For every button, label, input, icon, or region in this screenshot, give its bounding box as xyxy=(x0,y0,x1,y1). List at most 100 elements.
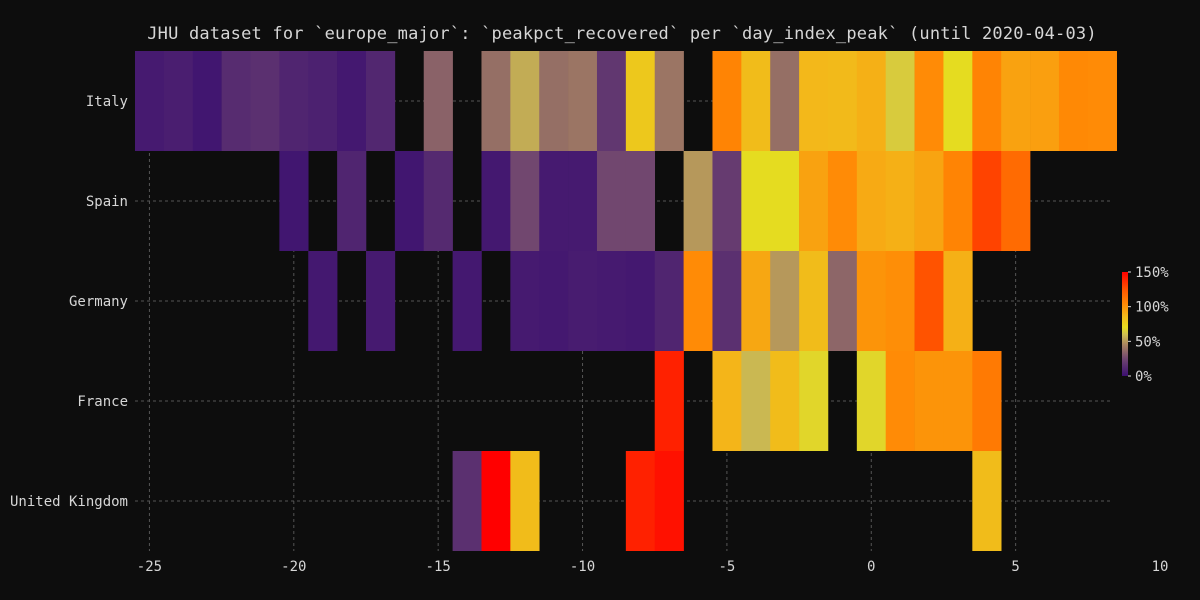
colorbar: 0% 50% 100% 150% xyxy=(1122,265,1169,385)
x-axis-labels: -25 -20 -15 -10 -5 0 5 10 xyxy=(137,559,1169,575)
heatmap-cell xyxy=(712,251,742,351)
colorbar-tick-label: 50% xyxy=(1135,334,1161,350)
x-tick-label: -25 xyxy=(137,559,162,575)
heatmap-cell xyxy=(654,451,684,551)
heatmap-cell xyxy=(481,151,511,251)
heatmap-cell xyxy=(596,151,627,251)
y-tick-label: United Kingdom xyxy=(10,494,128,510)
heatmap-cell xyxy=(625,151,656,251)
heatmap-cells xyxy=(135,51,1117,551)
x-tick-label: -5 xyxy=(718,559,735,575)
heatmap-cell xyxy=(221,51,251,151)
heatmap-cell xyxy=(914,251,944,351)
heatmap-cell xyxy=(972,151,1002,251)
heatmap-cell xyxy=(192,51,222,151)
chart-title: JHU dataset for `europe_major`: `peakpct… xyxy=(147,24,1097,44)
heatmap-cell xyxy=(827,251,858,351)
heatmap-cell xyxy=(510,451,540,551)
heatmap-cell xyxy=(885,151,915,251)
y-tick-label: Italy xyxy=(86,94,128,110)
x-tick-label: -10 xyxy=(570,559,595,575)
heatmap-cell xyxy=(770,151,800,251)
heatmap-cell xyxy=(452,451,482,551)
heatmap-cell xyxy=(770,351,800,451)
heatmap-cell xyxy=(972,351,1002,451)
heatmap-cell xyxy=(337,151,367,251)
heatmap-cell xyxy=(943,351,973,451)
heatmap-cell xyxy=(799,251,829,351)
heatmap-cell xyxy=(856,251,887,351)
heatmap-cell xyxy=(885,351,915,451)
heatmap-cell xyxy=(510,151,540,251)
x-tick-label: -15 xyxy=(426,559,451,575)
heatmap-cell xyxy=(625,451,656,551)
heatmap-cell xyxy=(279,151,309,251)
heatmap-cell xyxy=(1001,51,1031,151)
colorbar-tick-label: 0% xyxy=(1135,369,1152,385)
heatmap-cell xyxy=(452,251,482,351)
heatmap-cell xyxy=(712,351,742,451)
heatmap-cell xyxy=(1001,151,1031,251)
heatmap-cell xyxy=(741,51,771,151)
colorbar-tick-label: 100% xyxy=(1135,300,1169,316)
heatmap-cell xyxy=(250,51,280,151)
heatmap-cell xyxy=(1030,51,1060,151)
heatmap-cell xyxy=(712,51,742,151)
heatmap-cell xyxy=(885,51,915,151)
heatmap-cell xyxy=(423,151,453,251)
heatmap-cell xyxy=(568,51,598,151)
heatmap-cell xyxy=(163,51,194,151)
heatmap-cell xyxy=(885,251,915,351)
heatmap-cell xyxy=(568,151,598,251)
heatmap-cell xyxy=(539,151,569,251)
heatmap-cell xyxy=(423,51,453,151)
heatmap-cell xyxy=(856,51,887,151)
heatmap-cell xyxy=(365,251,396,351)
heatmap-cell xyxy=(741,151,771,251)
x-tick-label: 5 xyxy=(1011,559,1019,575)
heatmap-cell xyxy=(539,251,569,351)
colorbar-tick-label: 150% xyxy=(1135,265,1169,281)
heatmap-cell xyxy=(1058,51,1089,151)
heatmap-cell xyxy=(799,51,829,151)
heatmap-cell xyxy=(914,51,944,151)
heatmap-cell xyxy=(827,151,858,251)
heatmap-cell xyxy=(943,251,973,351)
heatmap-cell xyxy=(510,251,540,351)
heatmap-cell xyxy=(481,51,511,151)
heatmap-cell xyxy=(539,51,569,151)
heatmap-cell xyxy=(481,451,511,551)
heatmap-cell xyxy=(135,51,165,151)
heatmap-cell xyxy=(279,51,309,151)
heatmap-cell xyxy=(568,251,598,351)
heatmap-cell xyxy=(770,51,800,151)
heatmap-cell xyxy=(654,351,684,451)
heatmap-cell xyxy=(654,51,684,151)
heatmap-cell xyxy=(683,251,713,351)
heatmap-cell xyxy=(799,151,829,251)
heatmap-cell xyxy=(770,251,800,351)
x-tick-label: 0 xyxy=(867,559,875,575)
y-tick-label: Germany xyxy=(69,294,128,310)
heatmap-cell xyxy=(856,351,887,451)
heatmap-cell xyxy=(337,51,367,151)
heatmap-cell xyxy=(308,51,338,151)
heatmap-cell xyxy=(308,251,338,351)
heatmap-cell xyxy=(914,351,944,451)
heatmap-cell xyxy=(365,51,396,151)
heatmap-cell xyxy=(943,51,973,151)
heatmap-cell xyxy=(856,151,887,251)
heatmap-cell xyxy=(741,251,771,351)
heatmap-cell xyxy=(683,151,713,251)
x-tick-label: -20 xyxy=(281,559,306,575)
heatmap-cell xyxy=(510,51,540,151)
heatmap-cell xyxy=(712,151,742,251)
heatmap-cell xyxy=(654,251,684,351)
heatmap-cell xyxy=(972,451,1002,551)
colorbar-gradient xyxy=(1122,272,1128,376)
y-tick-label: France xyxy=(77,394,128,410)
heatmap-cell xyxy=(972,51,1002,151)
heatmap-cell xyxy=(1087,51,1117,151)
heatmap-cell xyxy=(596,251,627,351)
